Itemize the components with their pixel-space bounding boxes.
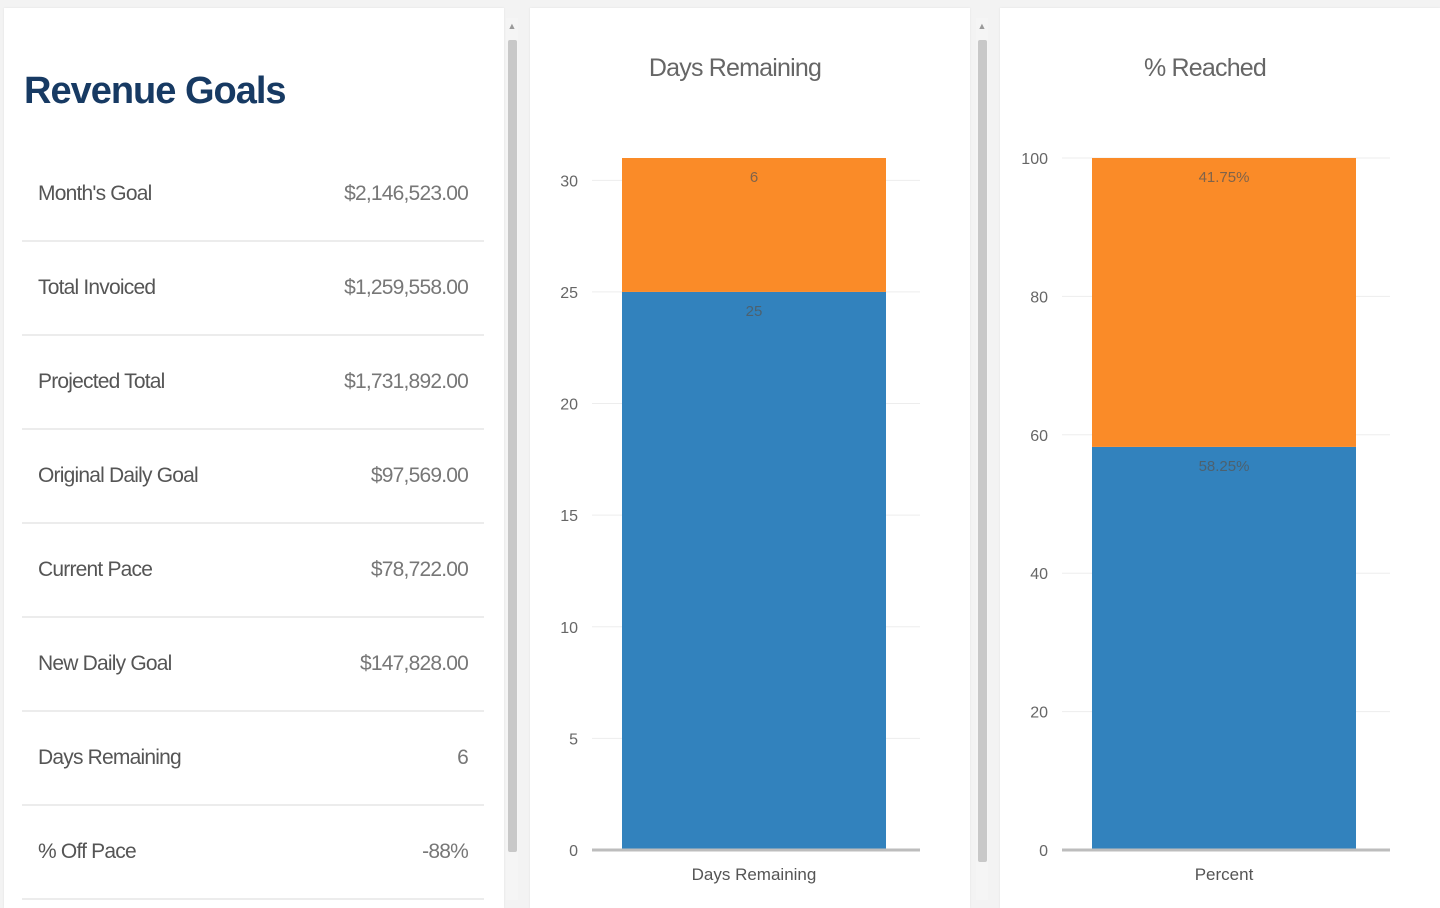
goal-label: % Off Pace <box>38 840 137 863</box>
goal-row: Month's Goal $2,146,523.00 <box>22 148 484 242</box>
scroll-up-arrow-icon[interactable]: ▲ <box>507 21 517 31</box>
goal-value: $147,828.00 <box>360 652 469 675</box>
chart-title: Days Remaining <box>648 54 822 82</box>
y-tick-label: 0 <box>1039 843 1048 860</box>
scrollbar-thumb[interactable] <box>508 40 517 852</box>
goal-row: Current Pace $78,722.00 <box>22 524 484 618</box>
goal-label: Original Daily Goal <box>38 464 199 487</box>
y-tick-label: 20 <box>560 397 578 414</box>
goal-value: $2,146,523.00 <box>344 182 469 205</box>
goal-value: $1,259,558.00 <box>344 276 469 299</box>
goal-label: Month's Goal <box>38 182 152 205</box>
y-tick-label: 20 <box>1030 705 1048 722</box>
goals-panel-scrollbar[interactable]: ▲ <box>506 18 518 900</box>
percent-reached-chart: 0 20 40 60 80 100 58.25% 41.75% Percent <box>1021 151 1390 884</box>
y-tick-label: 30 <box>560 173 578 190</box>
chart-title: % Reached <box>1143 54 1267 82</box>
goal-label: Days Remaining <box>38 746 182 769</box>
y-tick-label: 40 <box>1030 566 1048 583</box>
y-tick-label: 15 <box>560 508 578 525</box>
y-tick-label: 5 <box>569 731 578 748</box>
goal-row: Original Daily Goal $97,569.00 <box>22 430 484 524</box>
goal-row: Projected Total $1,731,892.00 <box>22 336 484 430</box>
scrollbar-thumb[interactable] <box>978 40 987 862</box>
goal-row: New Daily Goal $147,828.00 <box>22 618 484 712</box>
revenue-goals-title: Revenue Goals <box>24 70 287 112</box>
bar-segment <box>622 291 886 850</box>
x-category-label: Days Remaining <box>692 865 817 884</box>
goal-label: New Daily Goal <box>38 652 172 675</box>
percent-reached-panel: % Reached 0 20 40 60 80 100 58.25% 41.75% Percen… <box>1000 8 1440 908</box>
goal-row: Days Remaining 6 <box>22 712 484 806</box>
goal-value: $97,569.00 <box>370 464 469 487</box>
data-label: 6 <box>750 169 758 186</box>
scroll-up-arrow-icon[interactable]: ▲ <box>977 21 987 31</box>
revenue-goals-table: Month's Goal $2,146,523.00 Total Invoice… <box>22 148 484 900</box>
days-remaining-chart: 0 5 10 15 20 25 30 25 6 Days Remaining <box>560 158 920 884</box>
data-label: 25 <box>746 303 763 320</box>
days-panel-scrollbar[interactable]: ▲ <box>976 18 988 900</box>
y-tick-label: 0 <box>569 843 578 860</box>
y-tick-label: 80 <box>1030 289 1048 306</box>
y-tick-label: 25 <box>560 285 578 302</box>
goal-value: $1,731,892.00 <box>344 370 469 393</box>
y-tick-label: 100 <box>1021 151 1048 168</box>
days-remaining-panel: Days Remaining 0 5 10 15 20 25 30 25 6 Days Remai… <box>530 8 970 908</box>
goal-value: 6 <box>457 746 469 769</box>
data-label: 58.25% <box>1199 458 1250 475</box>
bar-segment <box>1092 158 1356 447</box>
x-category-label: Percent <box>1195 865 1254 884</box>
goal-label: Current Pace <box>38 558 153 581</box>
bar-segment <box>622 158 886 292</box>
goal-label: Projected Total <box>38 370 165 393</box>
goal-value: -88% <box>422 840 469 863</box>
data-label: 41.75% <box>1199 169 1250 186</box>
goal-row: Total Invoiced $1,259,558.00 <box>22 242 484 336</box>
goal-label: Total Invoiced <box>38 276 156 299</box>
revenue-goals-panel: Revenue Goals Month's Goal $2,146,523.00… <box>4 8 504 908</box>
y-tick-label: 10 <box>560 620 578 637</box>
goal-value: $78,722.00 <box>370 558 469 581</box>
y-tick-label: 60 <box>1030 428 1048 445</box>
bar-segment <box>1092 446 1356 850</box>
goal-row: % Off Pace -88% <box>22 806 484 900</box>
